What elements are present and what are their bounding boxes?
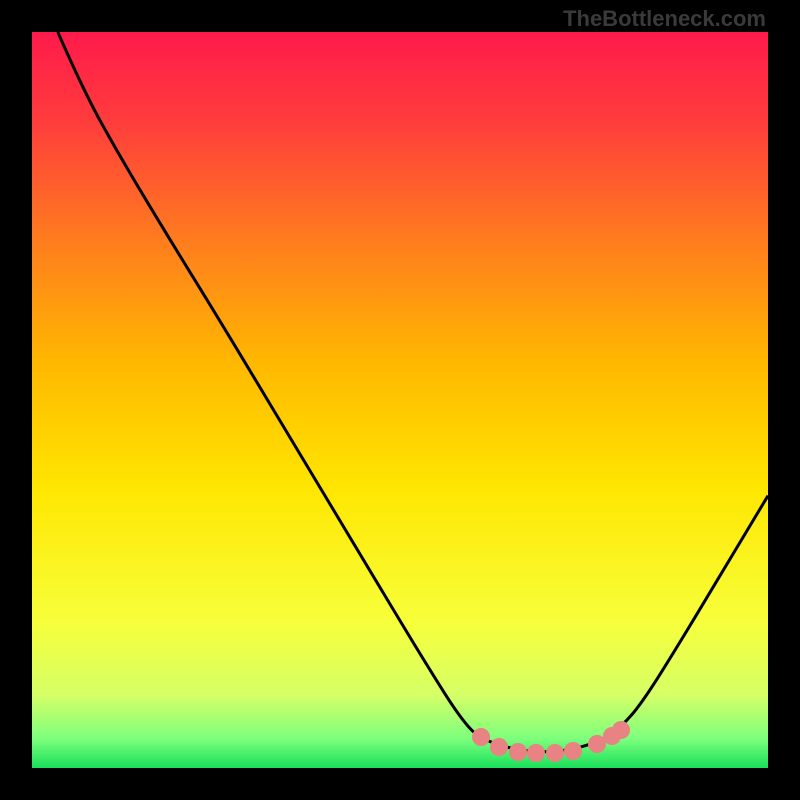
watermark-text: TheBottleneck.com bbox=[563, 6, 766, 32]
plot-area bbox=[32, 32, 768, 768]
data-marker bbox=[490, 738, 508, 756]
data-marker bbox=[612, 721, 630, 739]
data-marker bbox=[472, 728, 490, 746]
data-marker bbox=[546, 744, 564, 762]
markers-layer bbox=[32, 32, 768, 768]
data-marker bbox=[509, 743, 527, 761]
chart-root: TheBottleneck.com bbox=[0, 0, 800, 800]
data-marker bbox=[527, 744, 545, 762]
data-marker bbox=[564, 742, 582, 760]
